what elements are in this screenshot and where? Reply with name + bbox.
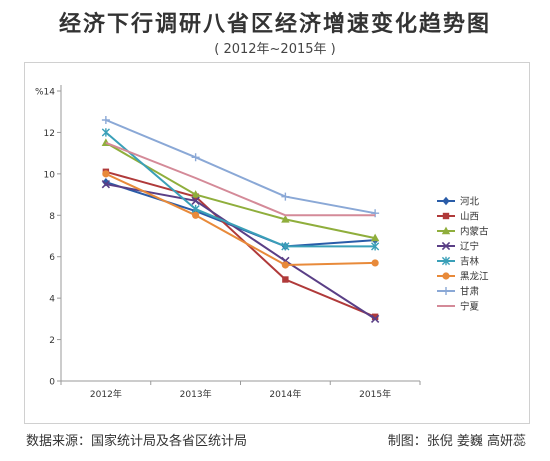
series-line-1 <box>105 170 376 318</box>
data-point <box>192 211 200 219</box>
legend-marker <box>442 287 450 295</box>
x-tick-label: 2013年 <box>180 388 212 400</box>
data-point <box>102 177 110 187</box>
chart-title: 经济下行调研八省区经济增速变化趋势图 <box>58 12 491 37</box>
legend-label: 河北 <box>460 196 480 208</box>
data-point <box>281 192 290 201</box>
data-point <box>191 196 200 205</box>
series-line-4 <box>105 131 376 248</box>
legend-marker <box>442 272 450 280</box>
legend-label: 宁夏 <box>460 301 480 313</box>
data-point <box>371 242 380 251</box>
data-point <box>101 180 111 189</box>
data-point <box>371 313 379 320</box>
legend-marker <box>441 256 451 266</box>
chart-credit: 制图：张倪 姜巍 高妍蕊 <box>387 434 526 449</box>
x-tick-label: 2012年 <box>90 388 122 400</box>
legend-label: 辽宁 <box>460 241 479 253</box>
data-point <box>371 259 379 267</box>
data-point <box>281 261 289 269</box>
legend-label: 甘肃 <box>460 286 479 298</box>
y-tick-label: 12 <box>44 129 55 139</box>
series-line-6 <box>105 119 376 215</box>
series-line-2 <box>105 141 376 240</box>
legend-label: 内蒙古 <box>460 226 489 238</box>
y-tick-label: 0 <box>49 378 55 388</box>
legend-marker <box>442 196 450 206</box>
series-line-7 <box>105 141 376 217</box>
data-point <box>371 209 380 218</box>
data-point <box>191 153 200 162</box>
data-point <box>281 242 290 251</box>
y-tick-label: 8 <box>49 212 55 222</box>
data-point <box>101 128 110 137</box>
series-line-3 <box>105 183 376 320</box>
legend-label: 黑龙江 <box>460 271 489 283</box>
legend-marker <box>441 226 451 235</box>
data-point <box>282 276 289 283</box>
data-point <box>191 190 200 198</box>
chart-frame: 0 2 4 6 8 10 12 %14 2012年 2013年 2014年 2015年 河北山西内蒙古辽… <box>24 62 530 424</box>
data-point <box>370 233 380 242</box>
y-tick-label: 6 <box>49 253 55 263</box>
legend-label: 山西 <box>460 212 479 223</box>
data-point <box>102 170 110 178</box>
x-tick-label: 2015年 <box>359 388 391 400</box>
x-tick-label: 2014年 <box>269 388 301 400</box>
legend-marker <box>442 212 450 220</box>
legend-label: 吉林 <box>460 256 480 268</box>
chart-subtitle: ( 2012年~2015年 ) <box>214 42 336 57</box>
data-point <box>101 116 110 124</box>
y-tick-label: 10 <box>44 170 56 180</box>
series-line-5 <box>105 172 376 267</box>
y-tick-label: 2 <box>49 336 55 346</box>
legend-marker <box>441 241 451 251</box>
line-chart: 0 2 4 6 8 10 12 %14 2012年 2013年 2014年 2015年 河北山西内蒙古辽… <box>35 85 489 400</box>
y-tick-label: %14 <box>35 88 55 98</box>
data-source: 数据来源：国家统计局及各省区统计局 <box>26 434 248 449</box>
data-point <box>281 215 290 223</box>
y-tick-label: 4 <box>49 295 55 305</box>
data-point <box>370 314 380 324</box>
